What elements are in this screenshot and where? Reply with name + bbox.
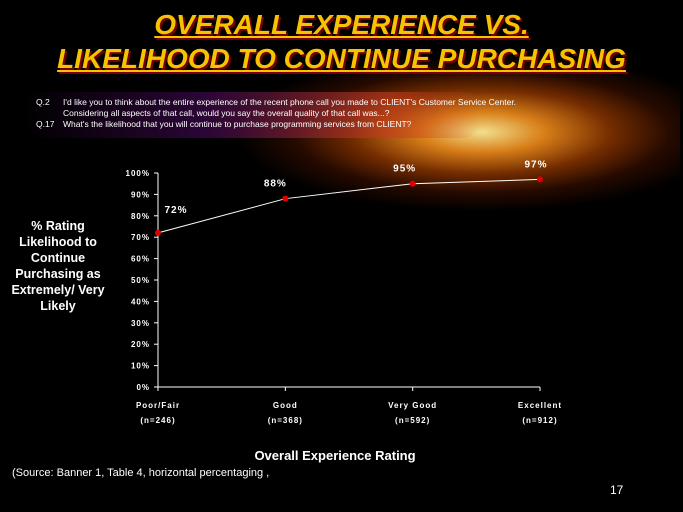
x-tick-sublabel: (n=246) <box>140 416 175 425</box>
data-label: 72% <box>164 205 187 216</box>
y-tick-label: 0% <box>136 383 150 392</box>
y-tick-label: 20% <box>131 340 150 349</box>
y-tick-label: 10% <box>131 362 150 371</box>
question-q2-number: Q.2 <box>36 97 50 107</box>
question-q17-number: Q.17 <box>36 119 55 129</box>
x-tick-label: Poor/Fair <box>136 401 180 410</box>
y-tick-label: 50% <box>131 276 150 285</box>
y-tick-label: 90% <box>131 190 150 199</box>
page-title-line-1: OVERALL EXPERIENCE VS. <box>154 9 529 40</box>
question-q2-text-line-2: Considering all aspects of that call, wo… <box>63 108 390 118</box>
page-title-line-2: LIKELIHOOD TO CONTINUE PURCHASING <box>57 43 626 74</box>
x-tick-label: Good <box>273 401 298 410</box>
question-q17-text: What's the likelihood that you will cont… <box>63 119 412 129</box>
page-number: 17 <box>610 483 624 497</box>
data-point <box>409 180 416 187</box>
question-highlight-band <box>22 92 482 138</box>
y-tick-label: 60% <box>131 255 150 264</box>
data-point <box>155 229 161 236</box>
y-tick-label: 70% <box>131 233 150 242</box>
x-tick-label: Very Good <box>388 401 437 410</box>
source-note: (Source: Banner 1, Table 4, horizontal p… <box>12 467 270 479</box>
y-tick-label: 80% <box>131 212 150 221</box>
x-tick-sublabel: (n=592) <box>395 416 430 425</box>
data-label: 95% <box>393 164 416 175</box>
y-tick-label: 100% <box>126 169 150 178</box>
data-label: 97% <box>524 159 547 170</box>
x-tick-sublabel: (n=368) <box>268 416 303 425</box>
x-tick-sublabel: (n=912) <box>522 416 557 425</box>
x-axis-title: Overall Experience Rating <box>254 448 416 463</box>
data-point <box>537 176 543 183</box>
series-line <box>157 178 541 234</box>
x-tick-label: Excellent <box>518 401 562 410</box>
question-q2-text-line-1: I'd like you to think about the entire e… <box>63 97 517 107</box>
y-tick-label: 30% <box>131 319 150 328</box>
y-tick-label: 40% <box>131 297 150 306</box>
data-label: 88% <box>264 179 287 190</box>
data-point <box>282 195 289 202</box>
y-axis-label: % Rating Likelihood to Continue Purchasi… <box>11 219 105 313</box>
